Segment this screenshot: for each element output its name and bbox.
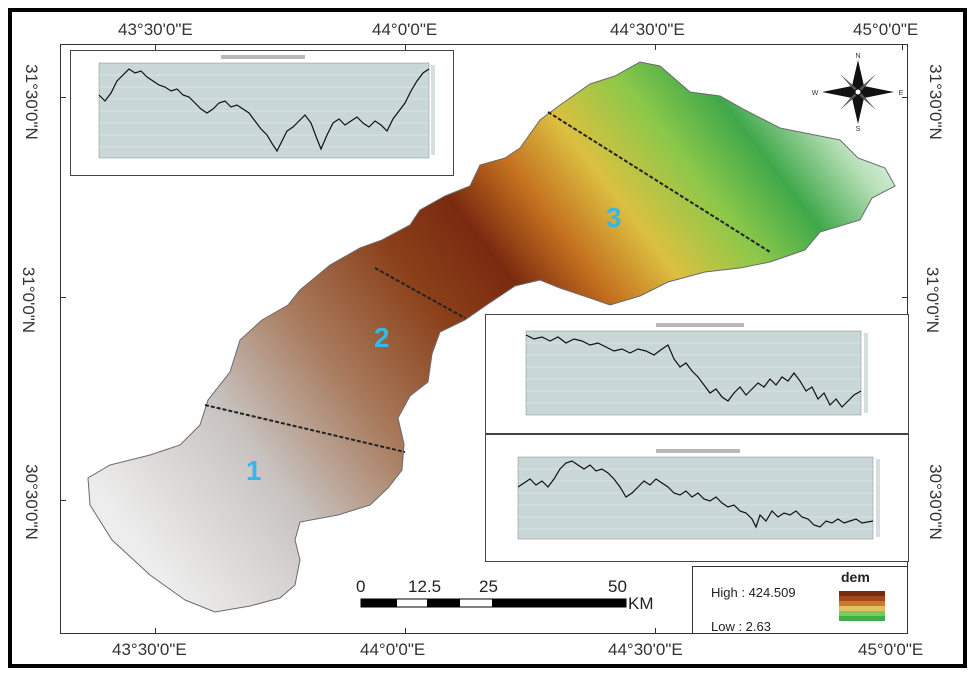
profile-inset-top — [70, 50, 454, 176]
north-letter: N — [855, 53, 860, 60]
legend-ramp-swatch — [839, 611, 885, 616]
zone-boundary-2 — [374, 267, 466, 319]
tick-left-3 — [60, 500, 66, 501]
scale-label-25: 25 — [479, 577, 498, 596]
profile-inset-bottom — [485, 434, 909, 562]
profile-plot-bottom — [517, 449, 880, 540]
legend-color-ramp — [839, 591, 885, 621]
zone-label-3: 3 — [606, 202, 622, 233]
east-letter: E — [899, 90, 904, 97]
tick-bottom-2 — [405, 628, 406, 634]
profile-inset-middle — [485, 314, 909, 434]
tick-left-1 — [60, 97, 66, 98]
west-letter: W — [812, 90, 819, 97]
legend-ramp-swatch — [839, 616, 885, 621]
scale-label-0: 0 — [356, 577, 366, 596]
zone-boundary-1 — [204, 404, 406, 453]
profile-plot-middle — [525, 323, 868, 416]
south-letter: S — [856, 126, 861, 132]
legend-title: dem — [841, 569, 870, 585]
tick-bottom-1 — [155, 628, 156, 634]
scale-unit: KM — [628, 594, 654, 613]
zone-label-2: 2 — [374, 322, 390, 353]
coord-top-4: 45°0'0"E — [853, 20, 919, 39]
legend-ramp-swatch — [839, 591, 885, 596]
legend-low: Low : 2.63 — [711, 619, 771, 634]
coord-bottom-1: 43°30'0"E — [112, 640, 187, 659]
zone-boundary-3 — [547, 111, 771, 253]
coord-top-3: 44°30'0"E — [610, 20, 685, 39]
coord-top-2: 44°0'0"E — [372, 20, 438, 39]
north-arrow-icon: N S E W — [812, 53, 904, 132]
scale-bar — [360, 598, 627, 608]
legend-ramp-swatch — [839, 606, 885, 611]
tick-left-2 — [60, 297, 66, 298]
basin-polygon — [87, 61, 896, 613]
zone-label-1: 1 — [246, 455, 262, 486]
legend-ramp-swatch — [839, 601, 885, 606]
legend-high: High : 424.509 — [711, 585, 796, 600]
coord-bottom-3: 44°30'0"E — [608, 640, 683, 659]
tick-bottom-3 — [655, 628, 656, 634]
profile-plot-top — [98, 55, 435, 159]
map-outer-frame — [8, 8, 967, 668]
scale-label-12-5: 12.5 — [408, 577, 442, 596]
legend-box: High : 424.509 Low : 2.63 dem — [692, 566, 908, 634]
tick-right-1 — [902, 97, 908, 98]
tick-top-2 — [405, 44, 406, 50]
coord-top-1: 43°30'0"E — [118, 20, 193, 39]
coord-bottom-4: 45°0'0"E — [858, 640, 924, 659]
tick-top-4 — [902, 44, 903, 50]
tick-top-1 — [155, 44, 156, 50]
tick-right-2 — [902, 297, 908, 298]
scale-label-50: 50 — [608, 577, 627, 596]
legend-ramp-swatch — [839, 596, 885, 601]
tick-top-3 — [655, 44, 656, 50]
coord-bottom-2: 44°0'0"E — [360, 640, 426, 659]
